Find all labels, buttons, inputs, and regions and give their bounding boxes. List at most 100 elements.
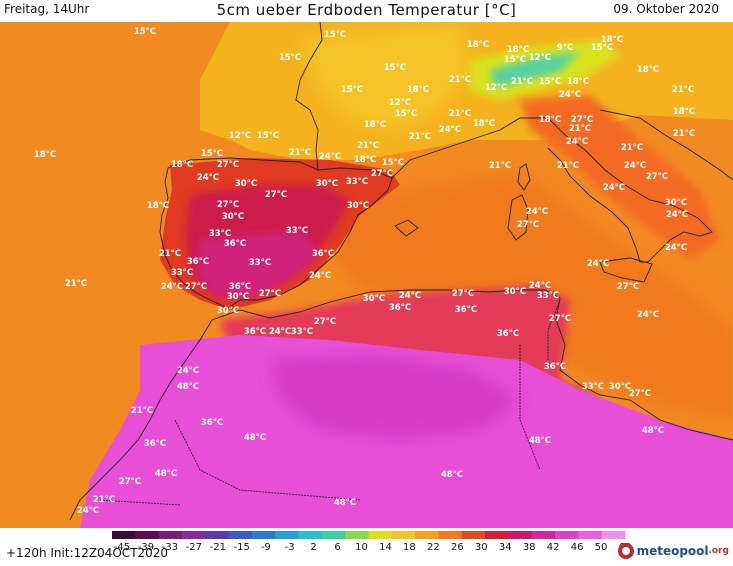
temperature-label: 27°C	[452, 289, 474, 299]
colorbar-swatch	[158, 531, 183, 539]
temperature-label: 21°C	[449, 75, 471, 85]
temperature-label: 18°C	[473, 119, 495, 129]
adriatic-coastline	[599, 109, 733, 181]
temperature-label: 21°C	[557, 161, 579, 171]
temperature-label: 36°C	[455, 305, 477, 315]
alps-cold-area	[490, 52, 580, 88]
temperature-label: 24°C	[526, 207, 548, 217]
temperature-label: 15°C	[504, 55, 526, 65]
temperature-label: 24°C	[319, 152, 341, 162]
colorbar-swatch	[112, 531, 136, 539]
temperature-label: 36°C	[544, 362, 566, 372]
colorbar-swatch	[438, 531, 463, 539]
temperature-label: 21°C	[289, 148, 311, 158]
colorbar-tick-label: 26	[451, 542, 464, 553]
colorbar-tick-label: 34	[499, 542, 512, 553]
temperature-label: 27°C	[259, 289, 281, 299]
temperature-label: 18°C	[407, 85, 429, 95]
colorbar-tick-label: -21	[210, 542, 226, 553]
temperature-label: 15°C	[384, 63, 406, 73]
colorbar-swatch	[415, 531, 439, 539]
north-africa-coastline	[211, 289, 733, 441]
temperature-label: 18°C	[539, 115, 561, 125]
colorbar-swatch	[135, 531, 160, 539]
temperature-label: 21°C	[65, 279, 87, 289]
colorbar-tick-label: -3	[285, 542, 295, 553]
colorbar-tick-label: 18	[403, 542, 416, 553]
colorbar-swatch	[461, 531, 486, 539]
temperature-label: 27°C	[629, 389, 651, 399]
temperature-label: 15°C	[341, 85, 363, 95]
temperature-label: 36°C	[312, 249, 334, 259]
colorbar-tick-label: 14	[379, 542, 392, 553]
colorbar-swatch	[368, 531, 393, 539]
temperature-labels-layer: 15°C15°C15°C15°C15°C15°C18°C18°C18°C18°C…	[34, 22, 695, 516]
temperature-label: 21°C	[672, 85, 694, 95]
temperature-label: 24°C	[399, 291, 421, 301]
colorbar-tick-label: -33	[162, 542, 178, 553]
colorbar-tick-label: -9	[261, 542, 271, 553]
colorbar-swatch	[345, 531, 369, 539]
temperature-label: 24°C	[666, 210, 688, 220]
colorbar-swatch	[578, 531, 603, 539]
temperature-label: 36°C	[224, 239, 246, 249]
temperature-fill-layer	[0, 22, 733, 528]
temperature-label: 36°C	[389, 303, 411, 313]
temperature-label: 15°C	[134, 27, 156, 37]
temperature-label: 15°C	[279, 53, 301, 63]
colorbar-swatch	[391, 531, 416, 539]
temperature-label: 27°C	[549, 314, 571, 324]
meteopool-logo[interactable]: meteopool .org	[617, 542, 729, 560]
temperature-label: 33°C	[291, 327, 313, 337]
temperature-label: 18°C	[364, 120, 386, 130]
temperature-label: 33°C	[537, 291, 559, 301]
temperature-label: 24°C	[665, 243, 687, 253]
temperature-label: 48°C	[642, 426, 664, 436]
temperature-label: 48°C	[155, 469, 177, 479]
temperature-label: 48°C	[334, 498, 356, 508]
temperature-label: 24°C	[529, 281, 551, 291]
temperature-label: 21°C	[93, 495, 115, 505]
forecast-time-label: Freitag, 14Uhr	[4, 2, 90, 16]
colorbar-tick-label: 30	[475, 542, 488, 553]
temperature-label: 30°C	[504, 287, 526, 297]
temperature-label: 12°C	[229, 131, 251, 141]
iberia-coastline	[159, 157, 393, 309]
temperature-label: 36°C	[144, 439, 166, 449]
colorbar-tick-label: -15	[234, 542, 250, 553]
colorbar-swatch	[485, 531, 509, 539]
logo-text: meteopool	[636, 544, 709, 558]
temperature-label: 24°C	[624, 161, 646, 171]
temperature-label: 48°C	[177, 382, 199, 392]
temperature-label: 30°C	[222, 212, 244, 222]
temperature-label: 24°C	[637, 310, 659, 320]
temperature-label: 18°C	[467, 40, 489, 50]
temperature-label: 30°C	[665, 198, 687, 208]
colorbar-tick-label: 2	[310, 542, 316, 553]
colorbar-tick-label: -27	[186, 542, 202, 553]
colorbar-tick-label: 22	[427, 542, 440, 553]
temperature-label: 27°C	[265, 190, 287, 200]
temperature-label: 24°C	[177, 366, 199, 376]
colorbar-swatch	[181, 531, 206, 539]
temperature-label: 27°C	[185, 282, 207, 292]
temperature-label: 18°C	[147, 201, 169, 211]
colorbar-tick-label: -45	[114, 542, 130, 553]
temperature-label: 30°C	[217, 306, 239, 316]
temperature-label: 24°C	[269, 327, 291, 337]
logo-icon	[617, 543, 634, 559]
forecast-date-label: 09. Oktober 2020	[613, 2, 719, 16]
temperature-label: 24°C	[439, 125, 461, 135]
morocco-atlantic-coastline	[69, 319, 213, 521]
temperature-map: 15°C15°C15°C15°C15°C15°C18°C18°C18°C18°C…	[0, 22, 733, 528]
map-footer: -45 -39 -33 -27 -21 -15 -9 -3 2 6 10 14 18 22 26 30 34 38…	[0, 528, 733, 566]
temperature-label: 33°C	[249, 258, 271, 268]
temperature-label: 24°C	[161, 282, 183, 292]
temperature-label: 18°C	[171, 160, 193, 170]
temperature-label: 21°C	[159, 249, 181, 259]
temperature-label: 18°C	[34, 150, 56, 160]
colorbar-tick-label: 38	[523, 542, 536, 553]
colorbar-tick-label: 10	[355, 542, 368, 553]
temperature-label: 21°C	[131, 406, 153, 416]
